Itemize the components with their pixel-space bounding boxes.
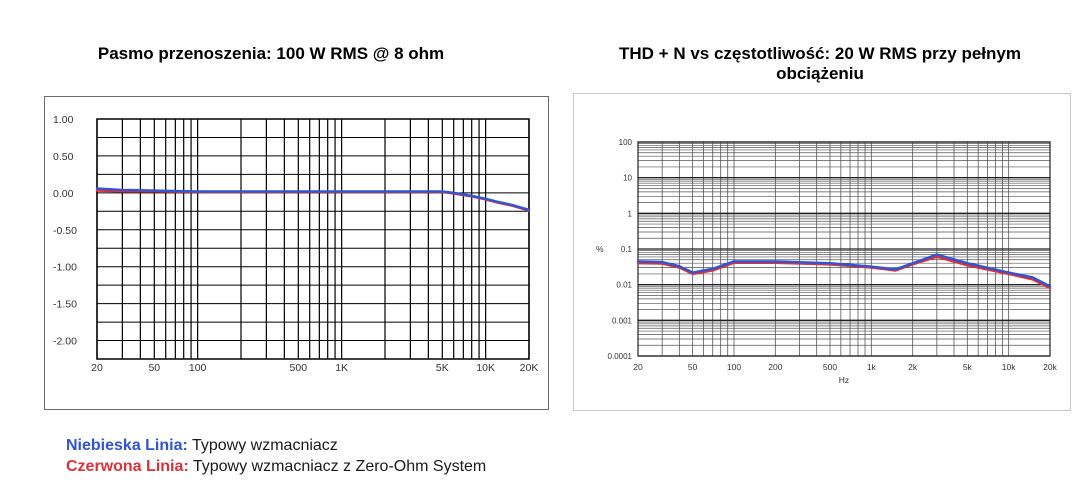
x-tick-label: 10k	[1002, 362, 1016, 372]
y-tick-label: 100	[619, 138, 633, 147]
legend-blue: Niebieska Linia: Typowy wzmacniacz	[66, 436, 338, 456]
x-tick-label: 500	[823, 362, 837, 372]
x-tick-label: 50	[688, 362, 698, 372]
series-line	[636, 253, 1052, 288]
legend-red-label: Czerwona Linia:	[66, 458, 189, 475]
x-axis-label: Hz	[839, 375, 849, 385]
y-tick-label: 1.00	[53, 114, 74, 126]
legend-blue-description: Typowy wzmacniacz	[191, 437, 338, 454]
x-tick-label: 20	[633, 362, 643, 372]
x-tick-label: 200	[768, 362, 782, 372]
frequency-response-chart: 1.00 0.50 0.00 -0.50 -1.00 -1.50 -2.00 20 50 100 5…	[44, 96, 549, 410]
y-tick-label: 0.50	[53, 151, 74, 163]
x-tick-label: 100	[727, 362, 741, 372]
thd-chart: 100 10 1 0.1 0.01 0.001 0.0001 20 50 100 200 500 1k 2…	[573, 93, 1071, 411]
x-tick-label: 1K	[335, 362, 348, 374]
legend-red: Czerwona Linia: Typowy wzmacniacz z Zero…	[66, 457, 486, 477]
x-tick-label: 5k	[963, 362, 973, 372]
y-tick-label: -0.50	[53, 225, 77, 237]
x-tick-label: 100	[189, 362, 207, 374]
plot-frame	[96, 118, 530, 360]
frequency-response-plot: 1.00 0.50 0.00 -0.50 -1.00 -1.50 -2.00 20 50 100 5…	[53, 114, 539, 374]
x-tick-label: 500	[290, 362, 308, 374]
x-tick-label: 5K	[436, 362, 449, 374]
legend-blue-label: Niebieska Linia:	[66, 437, 188, 454]
x-tick-label: 10K	[476, 362, 495, 374]
x-tick-label: 2k	[908, 362, 918, 372]
series-line	[636, 255, 1052, 290]
y-tick-label: 0.01	[616, 281, 632, 290]
plot-frame	[637, 141, 1051, 357]
y-tick-label: -1.00	[53, 262, 77, 274]
x-tick-label: 20	[91, 362, 103, 374]
x-tick-label: 50	[148, 362, 160, 374]
x-tick-label: 1k	[867, 362, 877, 372]
chart-1-title: Pasmo przenoszenia: 100 W RMS @ 8 ohm	[97, 44, 445, 63]
y-tick-label: 0.001	[612, 316, 633, 325]
y-tick-label: -1.50	[53, 299, 77, 311]
y-axis-label: %	[596, 244, 604, 254]
series-line	[95, 187, 531, 211]
chart-2-title: THD + N vs częstotliwość: 20 W RMS przy …	[619, 44, 1021, 83]
y-tick-label: 10	[623, 174, 632, 183]
y-tick-label: 0.0001	[608, 352, 633, 361]
legend-red-description: Typowy wzmacniacz z Zero-Ohm System	[192, 458, 487, 475]
y-tick-label: 0.00	[53, 188, 74, 200]
y-tick-label: 1	[628, 209, 633, 218]
x-tick-label: 20K	[520, 362, 539, 374]
y-tick-label: 0.1	[621, 245, 633, 254]
x-tick-label: 20k	[1043, 362, 1057, 372]
y-tick-label: -2.00	[53, 336, 77, 348]
